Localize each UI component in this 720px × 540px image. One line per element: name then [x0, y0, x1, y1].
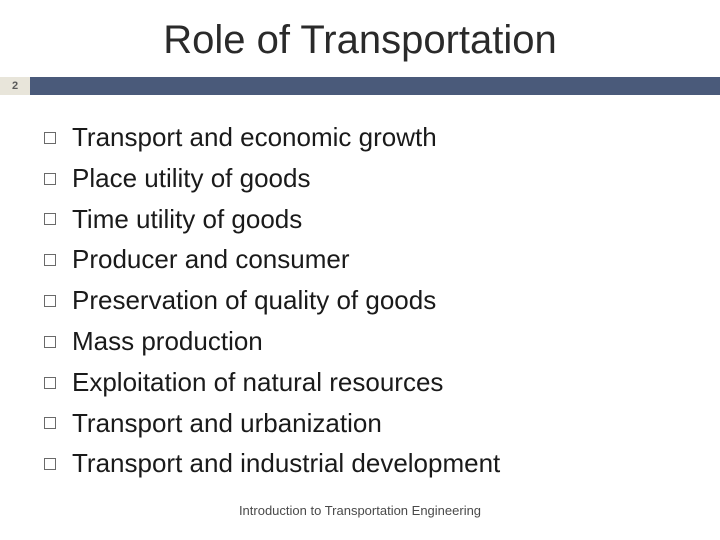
- square-bullet-icon: [44, 336, 56, 348]
- list-item: Producer and consumer: [44, 243, 676, 277]
- list-item: Transport and industrial development: [44, 447, 676, 481]
- slide-title: Role of Transportation: [0, 0, 720, 77]
- list-item: Preservation of quality of goods: [44, 284, 676, 318]
- list-item: Transport and economic growth: [44, 121, 676, 155]
- content-area: Transport and economic growth Place util…: [0, 95, 720, 481]
- bullet-text: Producer and consumer: [72, 243, 349, 277]
- bullet-text: Preservation of quality of goods: [72, 284, 436, 318]
- square-bullet-icon: [44, 295, 56, 307]
- square-bullet-icon: [44, 458, 56, 470]
- bullet-text: Transport and urbanization: [72, 407, 382, 441]
- list-item: Transport and urbanization: [44, 407, 676, 441]
- square-bullet-icon: [44, 377, 56, 389]
- divider-row: 2: [0, 77, 720, 95]
- square-bullet-icon: [44, 132, 56, 144]
- bullet-text: Transport and industrial development: [72, 447, 500, 481]
- footer-text: Introduction to Transportation Engineeri…: [0, 503, 720, 518]
- divider-bar: [30, 77, 720, 95]
- bullet-text: Exploitation of natural resources: [72, 366, 443, 400]
- bullet-list: Transport and economic growth Place util…: [44, 121, 676, 481]
- bullet-text: Time utility of goods: [72, 203, 302, 237]
- list-item: Mass production: [44, 325, 676, 359]
- list-item: Exploitation of natural resources: [44, 366, 676, 400]
- list-item: Place utility of goods: [44, 162, 676, 196]
- page-number-box: 2: [0, 77, 30, 95]
- square-bullet-icon: [44, 173, 56, 185]
- square-bullet-icon: [44, 417, 56, 429]
- square-bullet-icon: [44, 213, 56, 225]
- list-item: Time utility of goods: [44, 203, 676, 237]
- square-bullet-icon: [44, 254, 56, 266]
- bullet-text: Place utility of goods: [72, 162, 310, 196]
- bullet-text: Mass production: [72, 325, 263, 359]
- bullet-text: Transport and economic growth: [72, 121, 437, 155]
